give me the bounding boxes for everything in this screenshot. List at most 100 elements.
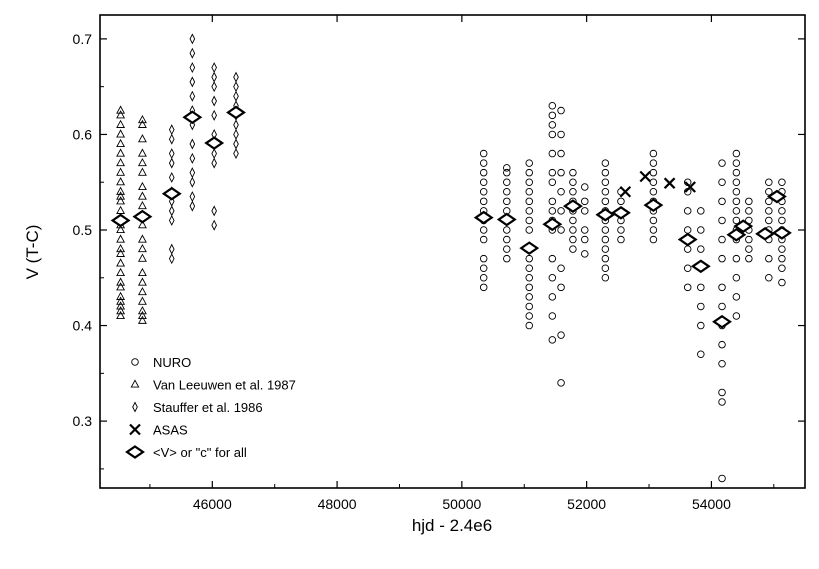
thin-diamond-point bbox=[189, 176, 196, 188]
circle-point bbox=[778, 264, 786, 272]
thin-diamond-point bbox=[189, 76, 196, 88]
circle-point bbox=[503, 197, 511, 206]
circle-point bbox=[683, 264, 692, 272]
circle-point bbox=[548, 274, 557, 282]
triangle-point bbox=[137, 181, 147, 191]
circle-point bbox=[503, 254, 511, 263]
triangle-point bbox=[116, 234, 126, 243]
bold-diamond-point bbox=[204, 136, 225, 150]
circle-point bbox=[503, 168, 511, 177]
circle-point bbox=[557, 106, 565, 115]
thin-diamond-point bbox=[189, 90, 196, 102]
bold-diamond-point bbox=[766, 189, 787, 204]
circle-point bbox=[745, 245, 753, 253]
triangle-point bbox=[116, 306, 126, 315]
circle-point bbox=[732, 159, 741, 167]
bold-diamond-point bbox=[132, 209, 153, 224]
circle-point bbox=[601, 245, 610, 253]
circle-point bbox=[569, 235, 577, 244]
circle-point bbox=[697, 207, 705, 215]
circle-point bbox=[581, 197, 589, 206]
thin-diamond-point bbox=[168, 214, 175, 226]
circle-point bbox=[732, 178, 741, 186]
x-tick-label: 46000 bbox=[193, 496, 232, 512]
circle-point bbox=[718, 388, 726, 397]
circle-point bbox=[525, 216, 533, 225]
triangle-point bbox=[116, 157, 126, 167]
thin-diamond-point bbox=[189, 33, 196, 45]
circle-point bbox=[581, 183, 589, 191]
circle-point bbox=[649, 216, 658, 225]
circle-point bbox=[525, 188, 533, 196]
thin-diamond-point bbox=[168, 171, 175, 183]
triangle-point bbox=[116, 296, 126, 305]
bold-diamond-point bbox=[733, 219, 754, 234]
thin-diamond-point bbox=[211, 62, 217, 74]
x-tick-label: 52000 bbox=[567, 496, 606, 512]
thin-diamond-point bbox=[168, 195, 175, 207]
circle-point bbox=[732, 207, 741, 215]
circle-point bbox=[503, 235, 511, 244]
circle-point bbox=[548, 149, 557, 158]
circle-point bbox=[649, 149, 658, 158]
circle-point bbox=[778, 216, 786, 225]
triangle-point bbox=[137, 200, 147, 210]
circle-point bbox=[525, 302, 533, 311]
legend-marker-x bbox=[129, 423, 141, 436]
bold-diamond-point bbox=[755, 226, 776, 241]
triangle-point bbox=[137, 306, 147, 315]
thin-diamond-point bbox=[189, 191, 196, 203]
triangle-point bbox=[116, 110, 126, 119]
thin-diamond-point bbox=[189, 167, 196, 179]
circle-point bbox=[732, 274, 741, 282]
thin-diamond-point bbox=[211, 219, 217, 231]
triangle-point bbox=[116, 282, 126, 291]
thin-diamond-point bbox=[168, 157, 175, 169]
circle-point bbox=[525, 168, 533, 177]
circle-point bbox=[479, 226, 488, 234]
triangle-point bbox=[137, 157, 147, 167]
y-axis: 0.3 0.4 0.5 0.6 0.7 bbox=[73, 31, 805, 470]
circle-point bbox=[581, 235, 589, 244]
y-axis-label: V (T-C) bbox=[23, 225, 42, 280]
circle-point bbox=[548, 178, 557, 186]
thin-diamond-point bbox=[233, 138, 239, 150]
triangle-point bbox=[116, 258, 126, 267]
legend-label: Van Leeuwen et al. 1987 bbox=[153, 378, 296, 393]
circle-point bbox=[525, 197, 533, 206]
bold-diamond-point bbox=[226, 105, 246, 120]
triangle-point bbox=[137, 243, 147, 253]
circle-point bbox=[765, 178, 773, 186]
circle-point bbox=[548, 336, 557, 344]
series-triangle bbox=[116, 105, 147, 324]
bold-diamond-point bbox=[562, 199, 583, 213]
circle-point bbox=[718, 216, 726, 225]
series-bold-diamond bbox=[110, 105, 792, 329]
bold-diamond-point bbox=[677, 232, 698, 247]
legend: NURO Van Leeuwen et al. 1987 Stauffer et a… bbox=[125, 355, 296, 460]
circle-point bbox=[525, 207, 533, 215]
triangle-point bbox=[116, 119, 126, 128]
circle-point bbox=[525, 321, 533, 330]
thin-diamond-point bbox=[211, 205, 217, 217]
triangle-point bbox=[116, 148, 126, 157]
triangle-point bbox=[116, 301, 126, 310]
thin-diamond-point bbox=[189, 152, 196, 164]
circle-point bbox=[601, 197, 610, 206]
legend-marker-thin-diamond bbox=[132, 401, 138, 413]
circle-point bbox=[479, 274, 488, 282]
triangle-point bbox=[137, 310, 147, 320]
circle-point bbox=[778, 178, 786, 186]
thin-diamond-point bbox=[189, 47, 196, 59]
circle-point bbox=[732, 168, 741, 177]
circle-point bbox=[745, 207, 753, 215]
circle-point bbox=[718, 254, 726, 263]
circle-point bbox=[778, 207, 786, 215]
circle-point bbox=[697, 245, 705, 253]
circle-point bbox=[745, 254, 753, 263]
circle-point bbox=[479, 264, 488, 272]
circle-point bbox=[697, 226, 705, 234]
legend-label: ASAS bbox=[153, 423, 188, 438]
circle-point bbox=[557, 226, 565, 234]
thin-diamond-point bbox=[189, 138, 196, 150]
